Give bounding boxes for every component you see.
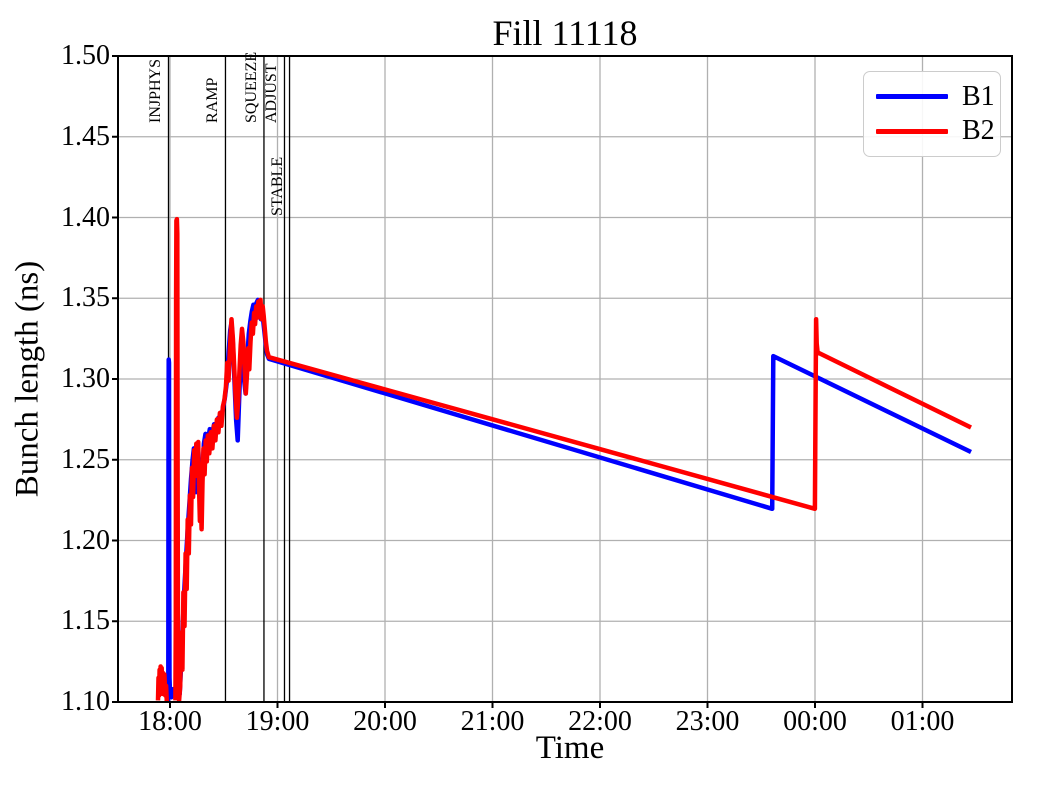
mode-label-stable: STABLE — [268, 156, 286, 216]
x-tick-label-21:00: 21:00 — [460, 706, 525, 737]
y-tick-label-1.50: 1.50 — [61, 40, 110, 71]
chart-title: Fill 11118 — [492, 13, 638, 53]
x-tick-label-01:00: 01:00 — [890, 706, 955, 737]
y-tick-label-1.10: 1.10 — [61, 686, 110, 717]
y-tick-label-1.25: 1.25 — [61, 443, 110, 475]
legend-item-b2: B2 — [876, 117, 995, 145]
series-line-b2-seg1 — [155, 664, 170, 702]
x-tick-label-22:00: 22:00 — [568, 706, 632, 737]
mode-label-adjust: ADJUST — [263, 63, 281, 123]
b2-line-swatch — [876, 128, 948, 134]
legend-item-b1: B1 — [876, 82, 995, 111]
legend-label-b1: B1 — [962, 80, 995, 112]
x-tick-label-19:00: 19:00 — [245, 706, 310, 737]
mode-label-squeeze: SQUEEZE — [242, 51, 260, 123]
x-axis-label: Time — [535, 730, 605, 766]
legend-label-b2: B2 — [962, 115, 995, 147]
y-tick-label-1.45: 1.45 — [61, 120, 110, 152]
b1-line-swatch — [876, 94, 948, 100]
y-tick-label-1.20: 1.20 — [61, 524, 110, 556]
mode-label-ramp: RAMP — [204, 77, 222, 123]
y-tick-label-1.15: 1.15 — [61, 605, 110, 637]
series-line-b2-seg2 — [173, 216, 972, 702]
y-axis-label: Bunch length (ns) — [9, 260, 46, 498]
x-tick-label-20:00: 20:00 — [353, 706, 417, 737]
y-tick-label-1.40: 1.40 — [61, 201, 110, 233]
x-tick-label-23:00: 23:00 — [675, 706, 740, 737]
y-tick-label-1.35: 1.35 — [61, 282, 110, 314]
mode-label-injphys: INJPHYS — [147, 58, 165, 123]
series-line-b1 — [165, 297, 972, 702]
y-tick-label-1.30: 1.30 — [61, 363, 110, 394]
x-tick-label-00:00: 00:00 — [783, 706, 847, 737]
x-tick-label-18:00: 18:00 — [138, 706, 202, 737]
legend: B1 B2 — [863, 71, 1001, 157]
